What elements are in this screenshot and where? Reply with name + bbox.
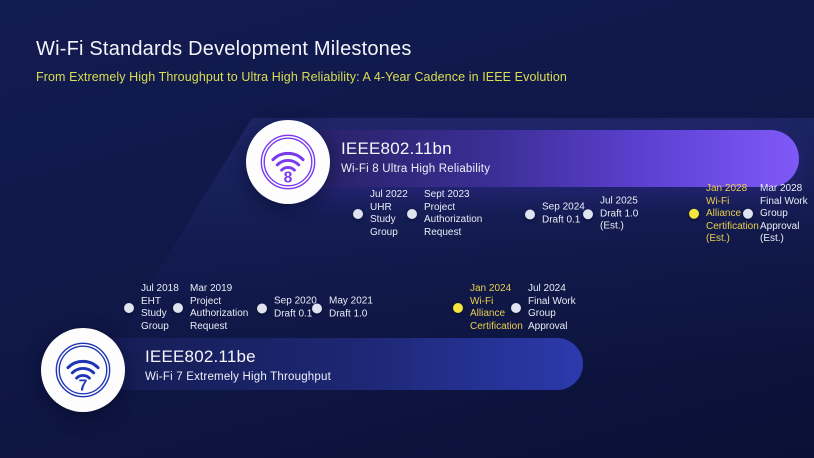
wifi-generation-number: 7: [79, 377, 88, 394]
milestone-description: Draft 1.0 (Est.): [600, 207, 639, 232]
milestone-dot-icon: [407, 209, 417, 219]
milestone-description: Final Work Group Approval: [528, 295, 576, 332]
milestone-date: May 2021: [329, 295, 373, 307]
wifi-7-track-bar: [83, 338, 583, 390]
milestone: Jul 2018 EHT Study Group: [124, 283, 179, 333]
milestone-description: EHT Study Group: [141, 295, 169, 332]
milestone: Jul 2022 UHR Study Group: [353, 189, 408, 239]
milestone-description: Draft 1.0: [329, 308, 368, 319]
milestone-date: Jan 2024: [470, 283, 512, 294]
milestone-highlighted: Jan 2028 Wi-Fi Alliance Certification (Est.…: [689, 183, 759, 246]
milestone: May 2021 Draft 1.0: [312, 296, 373, 321]
milestone-dot-icon: [312, 303, 322, 313]
milestone: Mar 2019 Project Authorization Request: [173, 283, 248, 333]
milestone-dot-icon: [511, 303, 521, 313]
milestone-date: Mar 2019: [190, 283, 233, 294]
wifi-8-track-text: IEEE802.11bn Wi-Fi 8 Ultra High Reliabil…: [341, 139, 490, 175]
milestone-description: Project Authorization Request: [190, 295, 249, 332]
milestone-dot-icon: [525, 209, 535, 219]
milestone-date: Mar 2028: [760, 182, 803, 194]
milestone-description: Wi-Fi Alliance Certification: [470, 295, 523, 332]
milestone-date: Jul 2025: [600, 195, 638, 207]
milestone-description: Draft 0.1: [274, 308, 313, 319]
milestone-date: Jul 2018: [141, 283, 179, 294]
milestone-date: Sep 2020: [274, 295, 317, 307]
page-subtitle: From Extremely High Throughput to Ultra …: [36, 70, 567, 84]
milestone-description: Wi-Fi Alliance Certification (Est.): [706, 195, 759, 244]
wifi-7-standard-name: IEEE802.11be: [145, 347, 256, 366]
wifi-8-standard-name: IEEE802.11bn: [341, 139, 452, 158]
wifi-7-description: Wi-Fi 7 Extremely High Throughput: [145, 371, 331, 383]
milestone: Jul 2024 Final Work Group Approval: [511, 283, 576, 333]
milestone-dot-icon: [583, 209, 593, 219]
milestone-dot-icon: [453, 303, 463, 313]
milestone-description: UHR Study Group: [370, 201, 398, 238]
milestone-date: Jul 2022: [370, 189, 408, 200]
milestone-dot-icon: [124, 303, 134, 313]
wifi-generation-number: 8: [284, 169, 293, 186]
wifi-8-track-bar: [288, 130, 799, 187]
milestone-description: Project Authorization Request: [424, 201, 483, 238]
page-title: Wi-Fi Standards Development Milestones: [36, 38, 412, 60]
milestone-description: Final Work Group Approval (Est.): [760, 195, 808, 244]
milestone-date: Sept 2023: [424, 189, 470, 200]
milestone: Sep 2024 Draft 0.1: [525, 202, 585, 227]
milestone: Mar 2028 Final Work Group Approval (Est.): [743, 183, 808, 246]
wifi-7-badge: 7: [41, 328, 125, 412]
milestone-dot-icon: [173, 303, 183, 313]
milestone-dot-icon: [353, 209, 363, 219]
milestone: Jul 2025 Draft 1.0 (Est.): [583, 195, 638, 233]
milestone-date: Sep 2024: [542, 201, 585, 213]
milestone-dot-icon: [689, 209, 699, 219]
milestone-date: Jul 2024: [528, 283, 566, 294]
milestone-description: Draft 0.1: [542, 214, 581, 225]
header: Wi-Fi Standards Development Milestones F…: [36, 38, 567, 84]
wifi-8-badge: 8: [246, 120, 330, 204]
milestone-date: Jan 2028: [706, 182, 748, 194]
milestone-highlighted: Jan 2024 Wi-Fi Alliance Certification: [453, 283, 523, 333]
wifi-8-description: Wi-Fi 8 Ultra High Reliability: [341, 163, 491, 175]
milestone-dot-icon: [743, 209, 753, 219]
wifi-7-track-text: IEEE802.11be Wi-Fi 7 Extremely High Thro…: [145, 347, 331, 383]
milestone: Sept 2023 Project Authorization Request: [407, 189, 482, 239]
wifi-icon: 7: [55, 342, 111, 398]
milestone-dot-icon: [257, 303, 267, 313]
milestone: Sep 2020 Draft 0.1: [257, 296, 317, 321]
wifi-icon: 8: [260, 134, 316, 190]
